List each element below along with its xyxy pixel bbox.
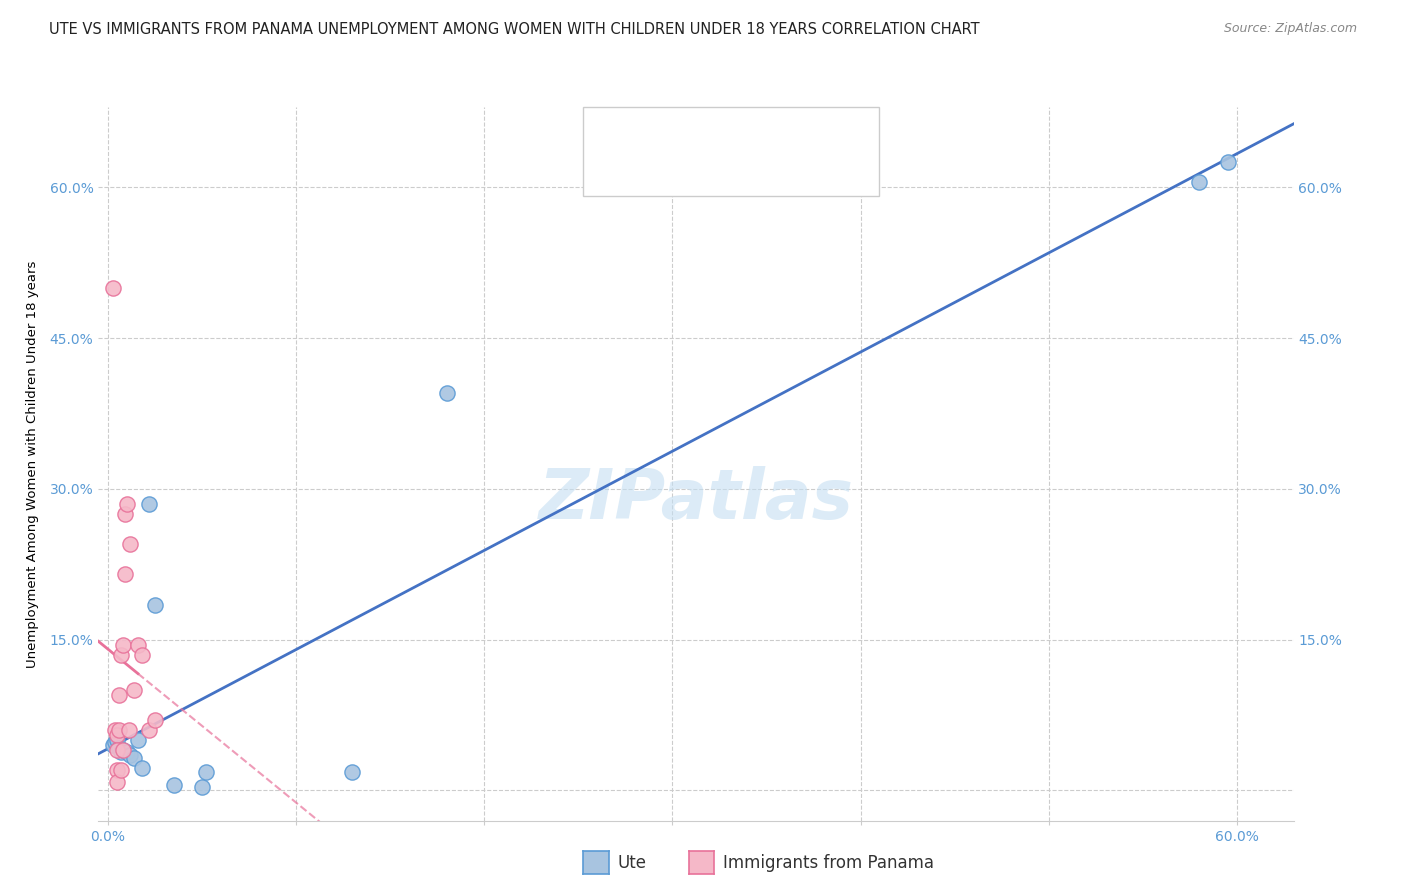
Point xyxy=(104,723,127,738)
Point xyxy=(104,735,127,749)
Point xyxy=(342,765,364,780)
Point xyxy=(436,386,458,401)
Point xyxy=(127,638,149,652)
Point xyxy=(105,743,128,757)
Text: R = 0.905   N = 14: R = 0.905 N = 14 xyxy=(641,138,825,156)
Text: ZIPatlas: ZIPatlas xyxy=(538,466,853,533)
Text: UTE VS IMMIGRANTS FROM PANAMA UNEMPLOYMENT AMONG WOMEN WITH CHILDREN UNDER 18 YE: UTE VS IMMIGRANTS FROM PANAMA UNEMPLOYME… xyxy=(49,22,980,37)
Point xyxy=(114,567,136,582)
Point xyxy=(120,537,142,551)
Point xyxy=(191,780,214,795)
Point xyxy=(105,764,128,778)
Point xyxy=(122,683,145,698)
Text: Ute: Ute xyxy=(617,854,647,871)
Point xyxy=(138,723,160,738)
Point xyxy=(108,723,131,738)
Point xyxy=(110,764,132,778)
Point xyxy=(138,497,160,511)
Text: Immigrants from Panama: Immigrants from Panama xyxy=(723,854,934,871)
Point xyxy=(122,751,145,765)
Point xyxy=(110,745,132,759)
Point xyxy=(105,733,128,747)
Point xyxy=(163,779,186,793)
Point xyxy=(127,733,149,747)
Y-axis label: Unemployment Among Women with Children Under 18 years: Unemployment Among Women with Children U… xyxy=(25,260,38,667)
Point xyxy=(194,765,217,780)
Point xyxy=(117,723,139,738)
Point xyxy=(131,761,153,775)
Point xyxy=(103,738,125,752)
Point xyxy=(111,638,134,652)
Point xyxy=(115,497,138,511)
Point xyxy=(114,507,136,521)
Point xyxy=(105,775,128,789)
Point xyxy=(111,743,134,757)
Point xyxy=(120,748,142,763)
Point xyxy=(103,281,125,295)
Point xyxy=(1216,155,1239,169)
Point xyxy=(143,713,166,727)
Point xyxy=(110,648,132,662)
Text: Source: ZipAtlas.com: Source: ZipAtlas.com xyxy=(1223,22,1357,36)
Point xyxy=(131,648,153,662)
Text: R = 0.401   N = 22: R = 0.401 N = 22 xyxy=(641,174,825,192)
Point xyxy=(1188,176,1211,190)
Point xyxy=(108,688,131,702)
Point xyxy=(115,745,138,759)
Point xyxy=(108,741,131,756)
Point xyxy=(105,728,128,742)
Point xyxy=(143,598,166,612)
Point xyxy=(111,743,134,757)
